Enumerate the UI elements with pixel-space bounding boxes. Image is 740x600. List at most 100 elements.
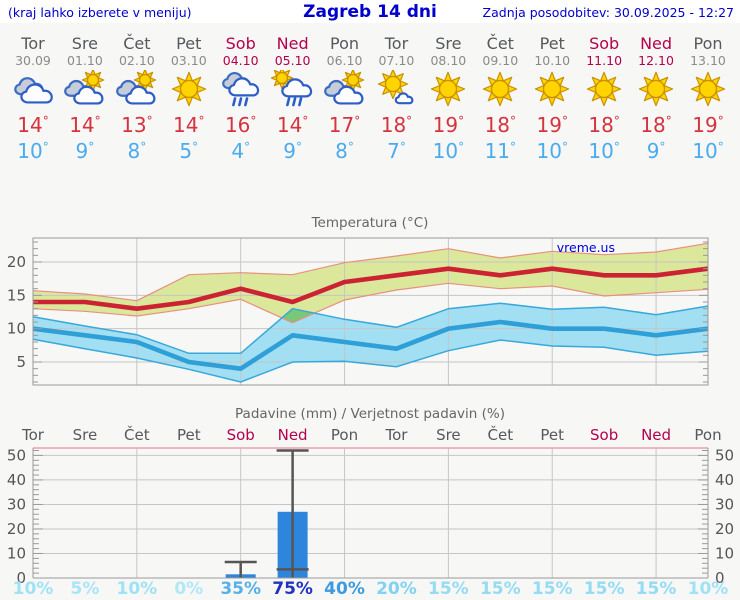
precip-axis-tick-label-left: 10 <box>7 544 26 562</box>
mostly-sunny-icon <box>378 68 414 105</box>
temp-axis-tick-label: 5 <box>16 353 26 371</box>
day-column-pon-13.10[interactable]: Pon 13.10 19° 10° <box>681 34 735 165</box>
day-column-sre-01.10[interactable]: Sre 01.10 14° 9° <box>58 34 112 165</box>
day-date-label: 03.10 <box>170 53 207 68</box>
last-updated-label: Zadnja posodobitev: 30.09.2025 - 12:27 <box>482 5 734 20</box>
day-column-pet-10.10[interactable]: Pet 10.10 19° 10° <box>525 34 579 165</box>
precip-probability-value: 75% <box>272 579 313 599</box>
precip-probability-value: 15% <box>635 579 677 599</box>
low-temp-value: 11° <box>484 139 517 163</box>
low-temp-value: 10° <box>588 139 620 163</box>
day-name-label: Tor <box>384 34 409 53</box>
temp-axis-tick-label: 10 <box>7 320 26 338</box>
high-temp-value: 18° <box>380 113 413 137</box>
day-column-tor-07.10[interactable]: Tor 07.10 18° 7° <box>369 34 423 165</box>
precip-day-label: Tor <box>22 426 44 444</box>
high-temp-value: 14° <box>69 113 101 137</box>
day-column-sob-11.10[interactable]: Sob 11.10 18° 10° <box>577 34 631 165</box>
high-temp-value: 14° <box>276 113 309 137</box>
day-date-label: 12.10 <box>638 53 674 68</box>
low-temp-value: 5° <box>179 139 199 163</box>
precip-axis-tick-label-left: 50 <box>7 446 26 464</box>
temperature-chart-title: Temperatura (°C) <box>311 215 429 231</box>
day-name-label: Pet <box>176 34 202 53</box>
sunny-icon <box>586 71 622 107</box>
precip-probability-value: 15% <box>583 579 625 599</box>
precip-probability-value: 0% <box>174 579 204 599</box>
page-title: Zagreb 14 dni <box>303 2 437 22</box>
precip-day-label: Pet <box>176 426 201 444</box>
precip-day-label: Čet <box>124 426 150 444</box>
top-bar <box>0 0 740 23</box>
precip-probability-value: 10% <box>687 579 729 599</box>
sunny-icon <box>690 71 726 107</box>
vreme-us-link[interactable]: vreme.us <box>556 240 615 255</box>
day-column-sob-04.10[interactable]: Sob 04.10 16° 4° <box>214 34 268 165</box>
precip-axis-tick-label-right: 0 <box>715 569 725 584</box>
precip-day-label: Čet <box>487 426 514 444</box>
precip-day-label: Tor <box>385 426 408 444</box>
partly-cloudy-icon <box>115 68 157 105</box>
low-temp-value: 7° <box>387 139 406 163</box>
precip-axis-tick-label-left: 0 <box>16 569 26 584</box>
precipitation-chart: 0 0 10 10 20 20 30 30 40 40 50 50 <box>7 446 734 584</box>
day-icon-cell <box>6 68 60 111</box>
day-column-ned-05.10[interactable]: Ned 05.10 14° 9° <box>266 34 320 165</box>
rain-icon <box>221 71 259 107</box>
sunny-icon <box>535 71 570 107</box>
low-temp-value: 8° <box>335 139 354 163</box>
high-temp-value: 13° <box>121 113 153 137</box>
precip-probability-value: 10% <box>116 579 158 599</box>
day-column-pon-06.10[interactable]: Pon 06.10 17° 8° <box>318 34 372 165</box>
high-temp-value: 16° <box>224 113 257 137</box>
day-icon-cell <box>473 68 527 111</box>
day-date-label: 10.10 <box>534 53 571 68</box>
high-temp-value: 18° <box>484 113 517 137</box>
day-icon-cell <box>110 68 164 111</box>
high-temp-value: 19° <box>692 113 724 137</box>
day-column-čet-02.10[interactable]: Čet 02.10 13° 8° <box>110 34 164 165</box>
day-date-label: 09.10 <box>482 53 519 68</box>
partly-cloudy-icon <box>323 68 364 105</box>
precip-axis-tick-label-right: 40 <box>715 471 734 489</box>
precip-probability-value: 15% <box>428 579 469 599</box>
day-date-label: 11.10 <box>586 53 623 68</box>
high-temp-value: 19° <box>536 113 568 137</box>
day-name-label: Sre <box>71 34 99 53</box>
precip-probability-value: 40% <box>324 579 365 599</box>
day-date-label: 04.10 <box>222 53 259 68</box>
high-temp-value: 14° <box>17 113 49 137</box>
high-temp-value: 14° <box>173 113 205 137</box>
temp-axis-tick-label: 20 <box>7 253 26 271</box>
high-temp-value: 18° <box>640 113 672 137</box>
low-temp-value: 9° <box>75 139 95 163</box>
precip-probability-value: 35% <box>220 579 262 599</box>
high-temp-value: 19° <box>432 113 465 137</box>
day-column-čet-09.10[interactable]: Čet 09.10 18° 11° <box>473 34 527 165</box>
day-icon-cell <box>369 68 423 111</box>
day-column-pet-03.10[interactable]: Pet 03.10 14° 5° <box>162 34 216 165</box>
day-column-sre-08.10[interactable]: Sre 08.10 19° 10° <box>421 34 475 165</box>
precip-day-label: Sob <box>590 426 619 444</box>
precipitation-chart-title: Padavine (mm) / Verjetnost padavin (%) <box>235 406 505 422</box>
day-icon-cell <box>162 68 216 111</box>
precip-day-label: Sre <box>72 426 98 444</box>
day-column-ned-12.10[interactable]: Ned 12.10 18° 9° <box>629 34 683 165</box>
precip-day-label: Sob <box>226 426 255 444</box>
day-column-tor-30.09[interactable]: Tor 30.09 14° 10° <box>6 34 60 165</box>
day-date-label: 01.10 <box>67 53 103 68</box>
day-date-label: 08.10 <box>430 53 467 68</box>
low-temp-value: 9° <box>283 139 302 163</box>
day-icon-cell <box>421 68 475 111</box>
low-temp-value: 9° <box>646 139 666 163</box>
day-name-label: Ned <box>640 34 673 53</box>
temperature-chart: 5 10 15 20 <box>7 237 709 386</box>
precip-axis-tick-label-right: 10 <box>715 544 734 562</box>
day-icon-cell <box>318 68 372 111</box>
low-temp-value: 10° <box>536 139 568 163</box>
precip-axis-tick-label-left: 20 <box>7 520 26 538</box>
precip-day-label: Pon <box>330 426 359 444</box>
cloudy-icon <box>14 77 53 104</box>
precip-axis-tick-label-left: 40 <box>7 471 26 489</box>
day-name-label: Tor <box>21 34 45 53</box>
